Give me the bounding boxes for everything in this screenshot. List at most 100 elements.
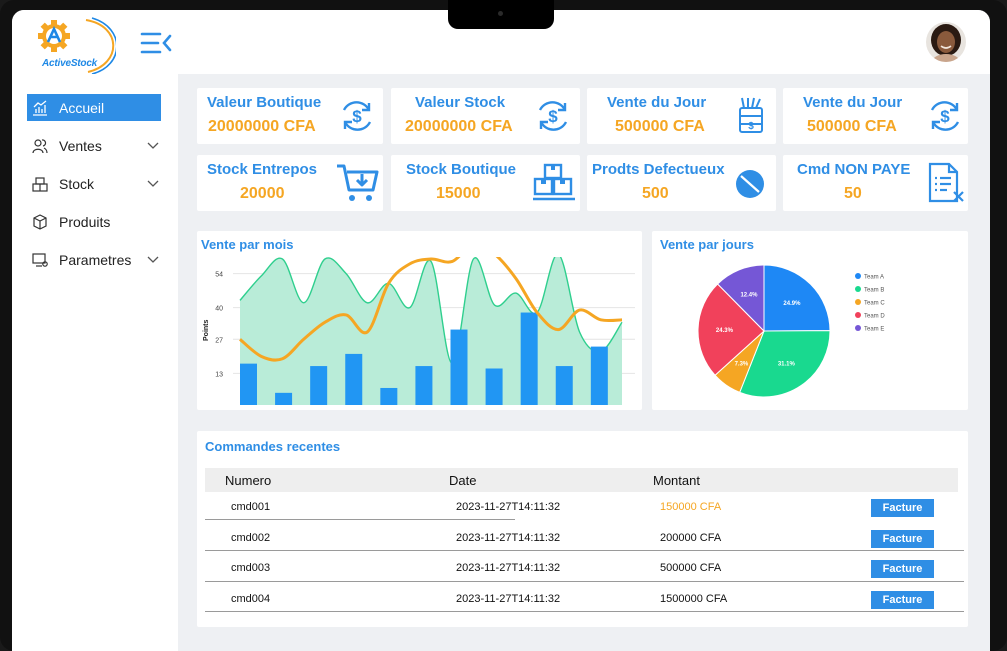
monthly-sales-chart: 54 40 27 13 Points xyxy=(203,257,635,405)
sidebar-item-ventes[interactable]: Ventes xyxy=(27,132,161,159)
legend-label: Team B xyxy=(864,288,884,294)
stat-title: Prodts Defectueux xyxy=(592,161,725,178)
bar xyxy=(310,366,328,405)
facture-button[interactable]: Facture xyxy=(871,530,934,548)
pie-slice xyxy=(739,330,831,398)
bar xyxy=(555,366,573,405)
sidebar-item-accueil[interactable]: Accueil xyxy=(27,94,161,121)
order-montant: 500000 CFA xyxy=(660,562,722,574)
bar xyxy=(345,353,363,405)
stat-card-valeur-boutique: Valeur Boutique 20000000 CFA $ xyxy=(197,88,383,144)
bar xyxy=(415,366,433,405)
legend-swatch xyxy=(855,299,861,305)
sidebar-item-label: Parametres xyxy=(59,251,132,268)
y-tick-label: 40 xyxy=(215,306,223,313)
pie-slice-label: 24.9% xyxy=(783,301,801,307)
stat-title: Vente du Jour xyxy=(803,94,903,111)
daily-sales-pie: 24.9% 31.1% 7.3% 24.3% 12.4% Team A Team B Tea… xyxy=(697,264,885,398)
stat-title: Vente du Jour xyxy=(607,94,707,111)
chevron-down-icon xyxy=(147,180,159,187)
chevron-down-icon xyxy=(147,256,159,263)
bar xyxy=(590,346,608,405)
dollar-refresh-icon: $ xyxy=(538,101,568,131)
legend-swatch xyxy=(855,312,861,318)
cash-stack-icon: $ xyxy=(739,97,763,133)
order-montant: 150000 CFA xyxy=(660,501,722,513)
stat-card-cmd-non-paye: Cmd NON PAYE 50 xyxy=(783,155,968,211)
stat-title: Stock Boutique xyxy=(406,161,517,178)
prohibited-icon xyxy=(736,170,764,198)
camera-notch xyxy=(448,0,554,29)
user-avatar[interactable] xyxy=(926,22,966,62)
pie-slice xyxy=(763,264,831,332)
order-date: 2023-11-27T14:11:32 xyxy=(456,593,561,605)
sidebar-item-stock[interactable]: Stock xyxy=(27,170,161,197)
area-series-line xyxy=(239,257,623,365)
row-divider xyxy=(205,581,964,582)
dollar-refresh-icon: $ xyxy=(342,101,372,131)
pie-slice-label: 31.1% xyxy=(778,362,796,368)
orders-title: Commandes recentes xyxy=(205,439,341,454)
sidebar-item-label: Stock xyxy=(59,175,95,192)
bar xyxy=(240,363,257,405)
column-header-montant: Montant xyxy=(653,473,700,488)
order-numero: cmd004 xyxy=(231,593,271,605)
stat-value: 20000000 CFA xyxy=(208,118,316,135)
legend-swatch xyxy=(855,325,861,331)
svg-text:$: $ xyxy=(352,107,362,126)
users-icon xyxy=(32,138,48,153)
facture-button[interactable]: Facture xyxy=(871,499,934,517)
table-row: cmd004 2023-11-27T14:11:32 1500000 CFA F… xyxy=(205,584,964,614)
legend-swatch xyxy=(855,273,861,279)
sidebar-item-label: Accueil xyxy=(59,99,105,116)
warehouse-icon xyxy=(32,176,48,192)
svg-text:$: $ xyxy=(940,107,950,126)
facture-button[interactable]: Facture xyxy=(871,560,934,578)
row-divider xyxy=(205,611,964,612)
chart-card-vente-par-jours: Vente par jours 24.9% 31.1% 7.3% 24.3% 12.4%… xyxy=(652,231,968,410)
column-header-date: Date xyxy=(449,473,477,488)
logo-text: ActiveStock xyxy=(42,58,98,69)
chart-title: Vente par mois xyxy=(201,237,294,252)
stat-value: 15000 xyxy=(436,185,481,202)
table-row: cmd001 2023-11-27T14:11:32 150000 CFA Fa… xyxy=(205,492,964,522)
bar xyxy=(520,312,538,405)
sidebar-item-parametres[interactable]: Parametres xyxy=(27,246,161,273)
boxes-icon xyxy=(533,163,575,201)
line-series xyxy=(239,257,623,362)
order-montant: 200000 CFA xyxy=(660,532,722,544)
facture-button[interactable]: Facture xyxy=(871,591,934,609)
menu-collapse-icon[interactable] xyxy=(140,30,174,56)
svg-text:$: $ xyxy=(748,121,754,132)
pie-slice-label: 24.3% xyxy=(716,328,734,334)
order-date: 2023-11-27T14:11:32 xyxy=(456,501,561,513)
column-header-numero: Numero xyxy=(225,473,272,488)
invoice-cancel-icon xyxy=(928,162,964,203)
pie-slice xyxy=(697,283,765,376)
y-axis-label: Points xyxy=(203,320,210,341)
table-row: cmd002 2023-11-27T14:11:32 200000 CFA Fa… xyxy=(205,523,964,553)
row-divider xyxy=(205,519,515,520)
legend-label: Team D xyxy=(864,314,885,320)
y-tick-label: 27 xyxy=(215,337,223,344)
y-tick-label: 54 xyxy=(215,272,223,279)
analytics-icon xyxy=(33,99,47,116)
app-screen: ActiveStock xyxy=(12,10,990,651)
stat-card-vente-du-jour: Vente du Jour 500000 CFA $ xyxy=(587,88,776,144)
orders-table-header: Numero Date Montant xyxy=(205,468,958,492)
pie-slice xyxy=(716,264,765,333)
app-logo[interactable]: ActiveStock xyxy=(26,16,118,75)
chart-title: Vente par jours xyxy=(660,237,754,252)
legend-label: Team C xyxy=(864,301,885,307)
stat-title: Valeur Stock xyxy=(415,94,506,111)
cart-download-icon xyxy=(337,164,379,201)
order-numero: cmd003 xyxy=(231,562,271,574)
stat-card-valeur-stock: Valeur Stock 20000000 CFA $ xyxy=(391,88,580,144)
sidebar-item-produits[interactable]: Produits xyxy=(27,208,161,235)
order-montant: 1500000 CFA xyxy=(660,593,728,605)
stat-card-vente-du-jour-2: Vente du Jour 500000 CFA $ xyxy=(783,88,968,144)
table-row: cmd003 2023-11-27T14:11:32 500000 CFA Fa… xyxy=(205,553,964,583)
stat-value: 50 xyxy=(844,185,862,202)
pie-slice-label: 7.3% xyxy=(735,362,749,368)
